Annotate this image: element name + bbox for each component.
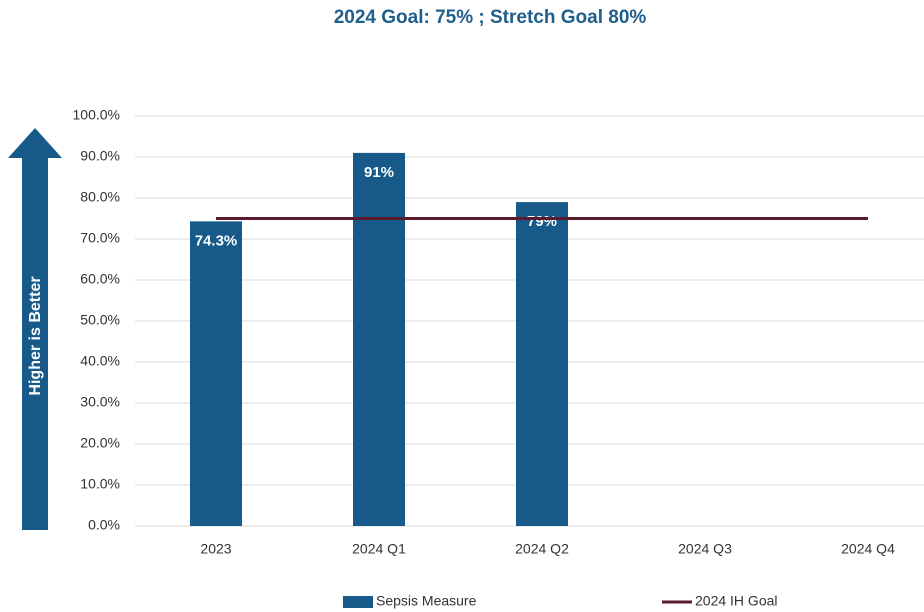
data-label: 91% (364, 164, 394, 181)
y-tick-label: 10.0% (80, 476, 120, 492)
legend-swatch (343, 596, 373, 608)
y-tick-label: 70.0% (80, 230, 120, 246)
legend-label: 2024 IH Goal (695, 593, 778, 609)
x-tick-label: 2024 Q3 (678, 541, 732, 557)
y-tick-label: 20.0% (80, 435, 120, 451)
x-tick-label: 2024 Q2 (515, 541, 569, 557)
bar (516, 202, 568, 526)
y-tick-label: 80.0% (80, 189, 120, 205)
legend-label: Sepsis Measure (376, 593, 477, 609)
data-label: 79% (527, 213, 557, 230)
y-tick-label: 50.0% (80, 312, 120, 328)
y-tick-label: 100.0% (73, 107, 120, 123)
x-tick-label: 2023 (200, 541, 231, 557)
bar (353, 152, 405, 526)
arrow (8, 128, 62, 530)
chart-title: 2024 Goal: 75% ; Stretch Goal 80% (334, 7, 647, 28)
y-tick-label: 30.0% (80, 394, 120, 410)
y-tick-label: 40.0% (80, 353, 120, 369)
data-label: 74.3% (195, 232, 238, 249)
y-tick-label: 0.0% (88, 517, 120, 533)
x-tick-label: 2024 Q1 (352, 541, 406, 557)
arrow-label: Higher is Better (27, 276, 44, 395)
y-tick-label: 60.0% (80, 271, 120, 287)
x-tick-label: 2024 Q4 (841, 541, 895, 557)
y-tick-label: 90.0% (80, 148, 120, 164)
bar (190, 221, 242, 526)
